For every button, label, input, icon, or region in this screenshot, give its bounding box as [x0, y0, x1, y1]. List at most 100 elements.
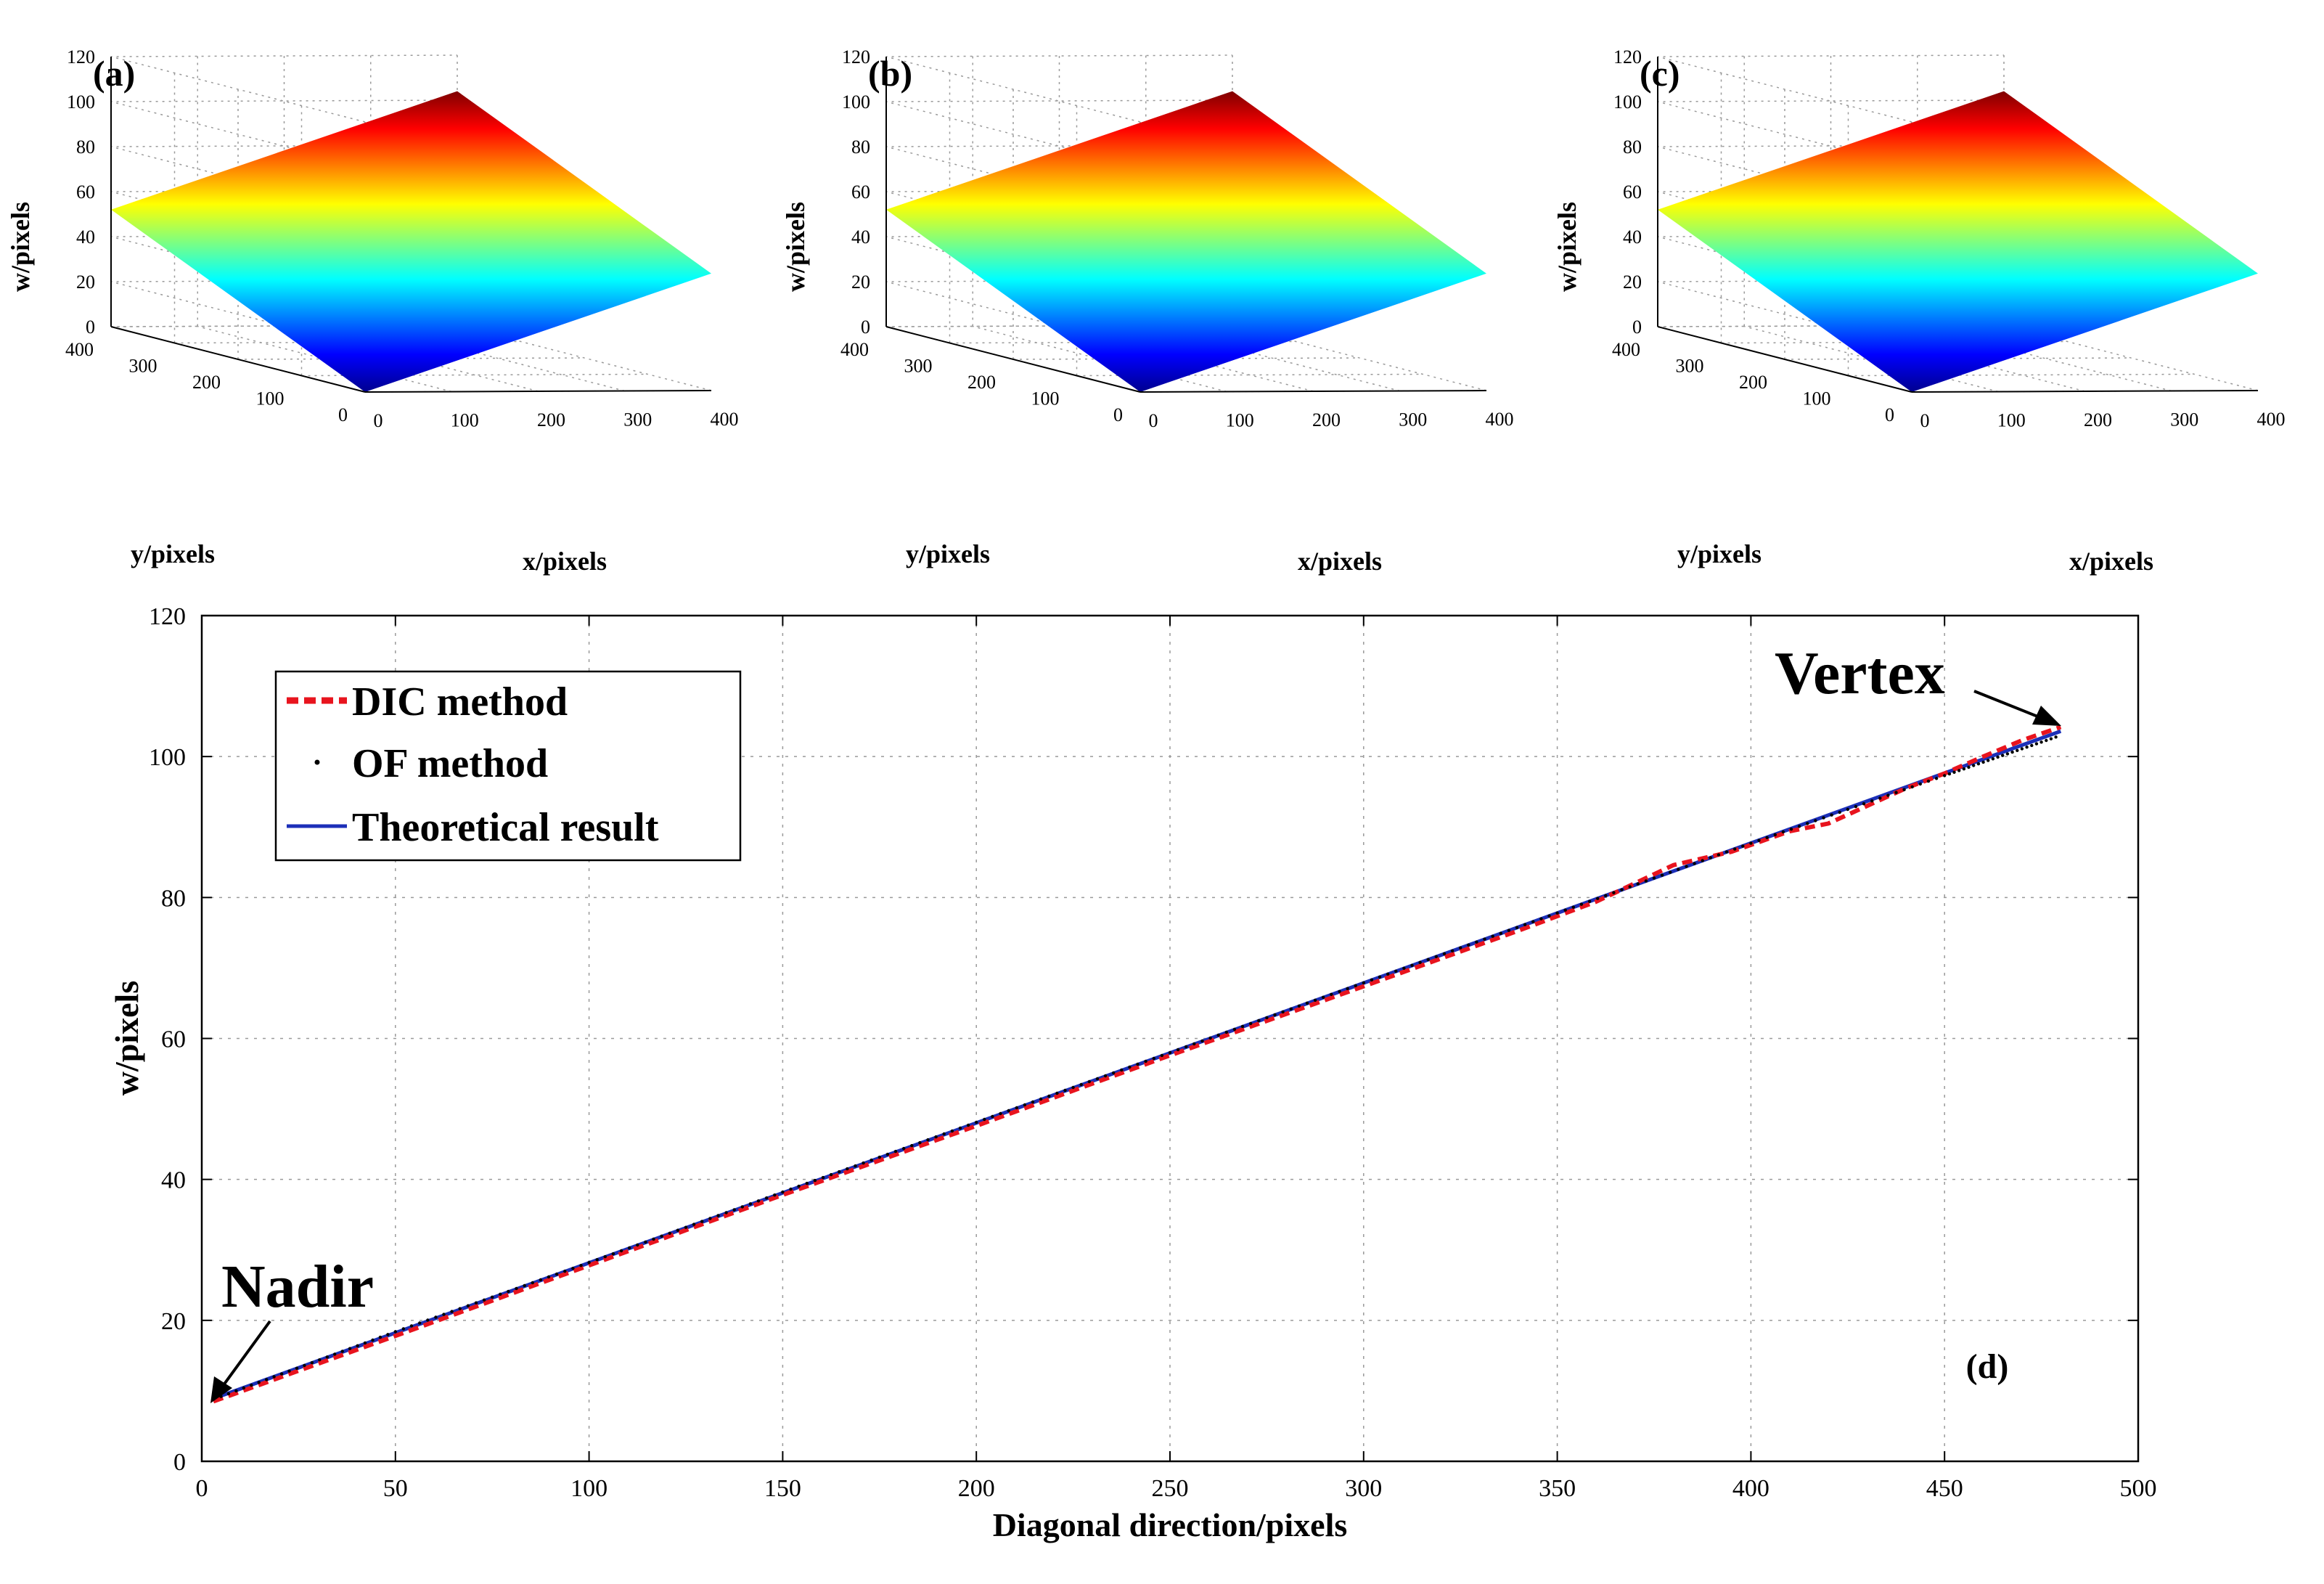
- x-tick-label: 50: [383, 1475, 408, 1502]
- y-axis-label: w/pixels: [108, 981, 145, 1095]
- x-tick-label: 200: [1312, 409, 1341, 430]
- line-chart-panel-d: 0 50 100 150 200 250 300 350 400 450 500 0 20 40 60 80 1…: [108, 603, 2157, 1543]
- of-point: [740, 1205, 744, 1209]
- of-point: [1507, 928, 1511, 932]
- x-tick-label: 300: [623, 409, 652, 430]
- z-tick-label: 40: [1623, 226, 1642, 248]
- of-point: [2020, 747, 2024, 751]
- of-point: [1515, 926, 1519, 929]
- of-point: [1563, 908, 1567, 912]
- surface: [886, 91, 1486, 392]
- of-point: [1184, 1045, 1188, 1049]
- of-point: [1249, 1021, 1253, 1026]
- of-point: [491, 1295, 494, 1299]
- z-axis-label: w/pixels: [781, 202, 810, 292]
- y-tick-label: 120: [149, 603, 186, 630]
- of-point: [279, 1372, 284, 1376]
- vertex-arrowhead: [2032, 706, 2061, 726]
- x-tick-label: 200: [2084, 409, 2112, 430]
- x-tick-label: 100: [570, 1475, 607, 1502]
- of-point: [797, 1184, 801, 1188]
- surface: [1658, 91, 2258, 392]
- of-point: [418, 1321, 422, 1325]
- vertex-label: Vertex: [1775, 640, 1945, 707]
- y-axis-line: [1657, 326, 1912, 393]
- of-point: [668, 1231, 671, 1236]
- z-tick-label: 0: [86, 317, 95, 338]
- y-axis-label: y/pixels: [1677, 539, 1762, 568]
- of-point: [1394, 969, 1398, 973]
- floor-gridline: [1232, 324, 1487, 391]
- vertex-annotation: Vertex: [1775, 640, 2061, 726]
- of-point: [1168, 1050, 1172, 1055]
- of-point: [1418, 960, 1422, 965]
- y-axis-label: y/pixels: [906, 539, 990, 568]
- of-point: [1910, 785, 1914, 789]
- of-point: [1434, 955, 1439, 959]
- of-point: [773, 1193, 777, 1197]
- of-point: [821, 1175, 825, 1180]
- of-point: [1604, 894, 1608, 897]
- y-tick-label: 0: [338, 404, 348, 425]
- z-tick-label: 100: [1613, 91, 1642, 113]
- of-point: [1806, 822, 1809, 825]
- x-axis-label: x/pixels: [2069, 547, 2153, 576]
- of-point: [1934, 777, 1939, 780]
- of-point: [676, 1228, 680, 1232]
- of-point: [748, 1202, 753, 1206]
- of-point: [893, 1149, 898, 1154]
- floor-gridline: [2003, 324, 2259, 391]
- of-point: [1015, 1106, 1019, 1110]
- x-tick-label: 250: [1152, 1475, 1189, 1502]
- of-point: [708, 1217, 712, 1220]
- floor-gridline: [1012, 357, 1360, 360]
- of-point: [1426, 958, 1430, 962]
- of-point: [2030, 743, 2034, 748]
- of-point: [250, 1384, 253, 1387]
- z-tick-label: 20: [851, 272, 870, 293]
- of-point: [434, 1315, 438, 1319]
- of-point: [1063, 1088, 1067, 1093]
- surface-panel-b: 0 100 200 300 400010020030040002040608010012…: [781, 46, 1514, 576]
- of-point: [1677, 867, 1680, 871]
- of-point: [348, 1347, 352, 1350]
- z-tick-label: 60: [851, 181, 870, 203]
- of-point: [1571, 905, 1575, 909]
- of-point: [563, 1269, 567, 1273]
- of-point: [1952, 770, 1956, 775]
- of-point: [1112, 1071, 1116, 1075]
- x-tick-label: 0: [374, 410, 383, 431]
- nadir-label: Nadir: [221, 1253, 374, 1320]
- of-point: [846, 1167, 849, 1171]
- of-point: [756, 1199, 761, 1203]
- of-point: [926, 1138, 930, 1142]
- of-point: [1224, 1030, 1229, 1034]
- y-tick-label: 0: [1113, 404, 1123, 425]
- x-tick-label: 450: [1926, 1475, 1963, 1502]
- of-point: [1281, 1010, 1285, 1014]
- of-point: [1539, 917, 1543, 920]
- of-point: [1208, 1036, 1212, 1040]
- of-point: [363, 1341, 367, 1345]
- of-point: [1354, 984, 1357, 988]
- y-tick-label: 100: [256, 388, 285, 409]
- of-point: [523, 1283, 526, 1288]
- of-point: [409, 1324, 414, 1328]
- y-tick-label: 80: [161, 885, 186, 912]
- surface: [111, 91, 711, 392]
- of-point: [789, 1187, 793, 1191]
- panel-label: (c): [1640, 53, 1680, 94]
- of-point: [1136, 1062, 1140, 1066]
- of-point: [2005, 752, 2010, 756]
- of-point: [950, 1129, 954, 1133]
- of-point: [1370, 978, 1374, 982]
- z-tick-label: 80: [76, 136, 95, 158]
- of-point: [1483, 937, 1486, 941]
- of-point: [1822, 816, 1825, 820]
- z-tick-label: 120: [67, 46, 95, 68]
- of-point: [1523, 923, 1527, 926]
- of-point: [1555, 911, 1559, 915]
- of-point: [1087, 1079, 1092, 1084]
- of-point: [555, 1272, 559, 1276]
- floor-gridline: [1784, 357, 2132, 360]
